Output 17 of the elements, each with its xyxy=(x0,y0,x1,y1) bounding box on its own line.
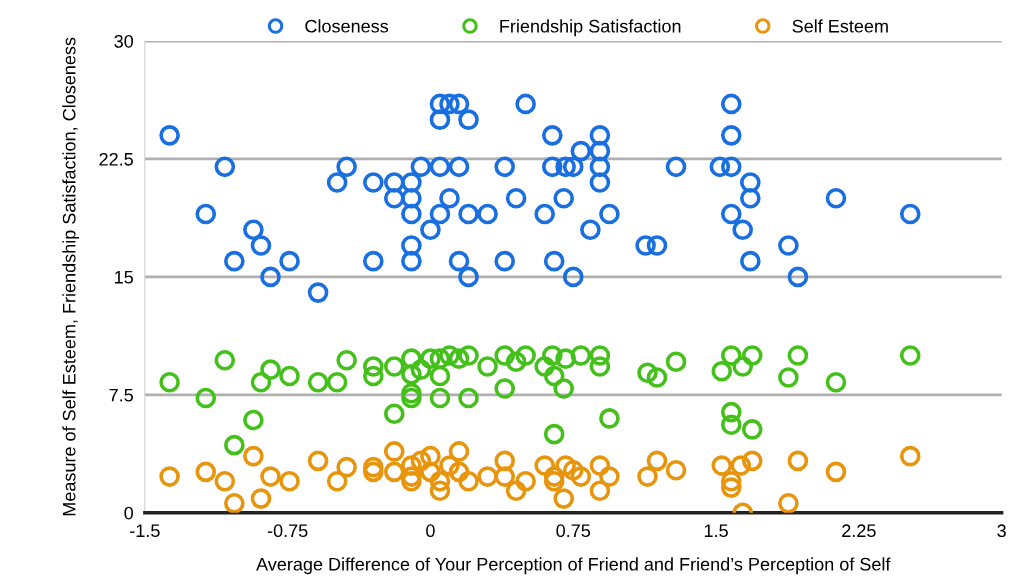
legend-label: Friendship Satisfaction xyxy=(500,19,681,37)
legend-label: Closeness xyxy=(305,19,389,33)
y-tick-label: 7.5 xyxy=(109,388,133,402)
x-tick-label: 3 xyxy=(997,524,1006,538)
y-tick-label: 30 xyxy=(114,34,134,48)
y-tick-label: 15 xyxy=(115,271,133,284)
x-axis-title: Average Difference of Your Perception of Friend and Friend’s Perception of Self xyxy=(256,557,891,575)
x-tick-label: 1.5 xyxy=(704,524,728,538)
x-tick-label: -0.75 xyxy=(267,524,308,538)
x-tick-label: 0 xyxy=(426,524,435,538)
x-tick-label: 2.25 xyxy=(842,524,876,538)
x-tick-label: 0.75 xyxy=(556,524,591,538)
y-tick-label: 22.5 xyxy=(99,152,133,166)
y-tick-label: 0 xyxy=(124,506,134,520)
x-tick-label: -1.5 xyxy=(130,524,160,538)
y-axis-title: Measure of Self Esteem, Friendship Satisfaction, Closeness xyxy=(62,37,80,516)
legend-label: Self Esteem xyxy=(792,19,888,33)
